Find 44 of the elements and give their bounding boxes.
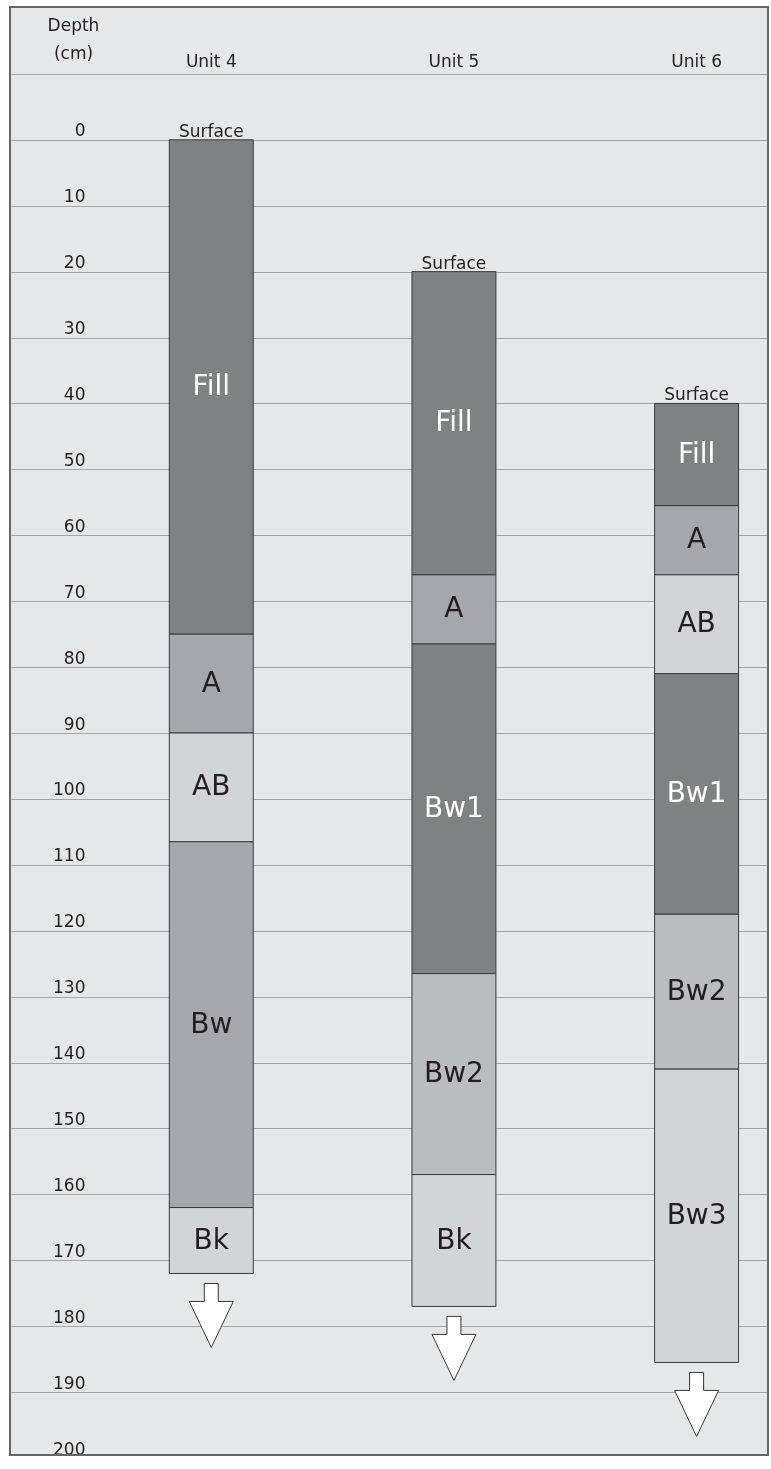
y-tick-label: 80 bbox=[63, 647, 86, 668]
x-tick-label: Unit 4 bbox=[185, 50, 237, 71]
data-label: Bw3 bbox=[666, 1197, 727, 1231]
y-tick-label: 10 bbox=[63, 186, 86, 207]
data-label: AB bbox=[677, 606, 716, 640]
data-label: Bw bbox=[190, 1006, 233, 1040]
data-label: A bbox=[201, 665, 221, 699]
data-label: Fill bbox=[677, 436, 716, 470]
data-label: A bbox=[687, 522, 707, 556]
y-tick-label: 110 bbox=[53, 845, 86, 866]
y-tick-label: 0 bbox=[74, 120, 86, 141]
annotation: Surface bbox=[421, 252, 487, 273]
data-label: Bk bbox=[193, 1222, 230, 1256]
y-axis-title: Depth (cm) bbox=[47, 14, 100, 63]
y-tick-label: 160 bbox=[53, 1174, 86, 1195]
data-label: Fill bbox=[192, 368, 230, 402]
y-tick-label: 90 bbox=[63, 713, 86, 734]
data-label: Bw1 bbox=[666, 775, 727, 809]
y-tick-label: 120 bbox=[53, 911, 86, 932]
y-tick-label: 40 bbox=[63, 383, 86, 404]
annotation: Surface bbox=[664, 384, 729, 405]
y-tick-label: 190 bbox=[53, 1372, 86, 1393]
y-tick-label: 30 bbox=[63, 318, 86, 339]
y-tick-label: 20 bbox=[63, 252, 86, 273]
data-label: A bbox=[444, 591, 464, 625]
x-tick-label: Unit 5 bbox=[428, 50, 480, 71]
data-label: Fill bbox=[435, 405, 473, 439]
data-label: Bw2 bbox=[423, 1056, 484, 1090]
y-tick-label: 100 bbox=[53, 779, 86, 800]
y-tick-label: 140 bbox=[53, 1043, 86, 1064]
y-tick-label: 170 bbox=[53, 1240, 86, 1261]
y-tick-label: 60 bbox=[63, 515, 86, 536]
y-tick-label: 180 bbox=[53, 1306, 86, 1327]
y-tick-label: 70 bbox=[63, 581, 86, 602]
y-tick-label: 200 bbox=[53, 1438, 86, 1459]
y-tick-label: 150 bbox=[53, 1108, 86, 1129]
data-label: Bw1 bbox=[423, 790, 484, 824]
y-tick-label: 50 bbox=[63, 449, 86, 470]
data-label: AB bbox=[192, 769, 231, 803]
x-tick-label: Unit 6 bbox=[671, 50, 723, 71]
data-label: Bk bbox=[436, 1222, 473, 1256]
y-tick-label: 130 bbox=[53, 977, 86, 998]
data-label: Bw2 bbox=[666, 973, 727, 1007]
annotation: Surface bbox=[178, 120, 244, 141]
